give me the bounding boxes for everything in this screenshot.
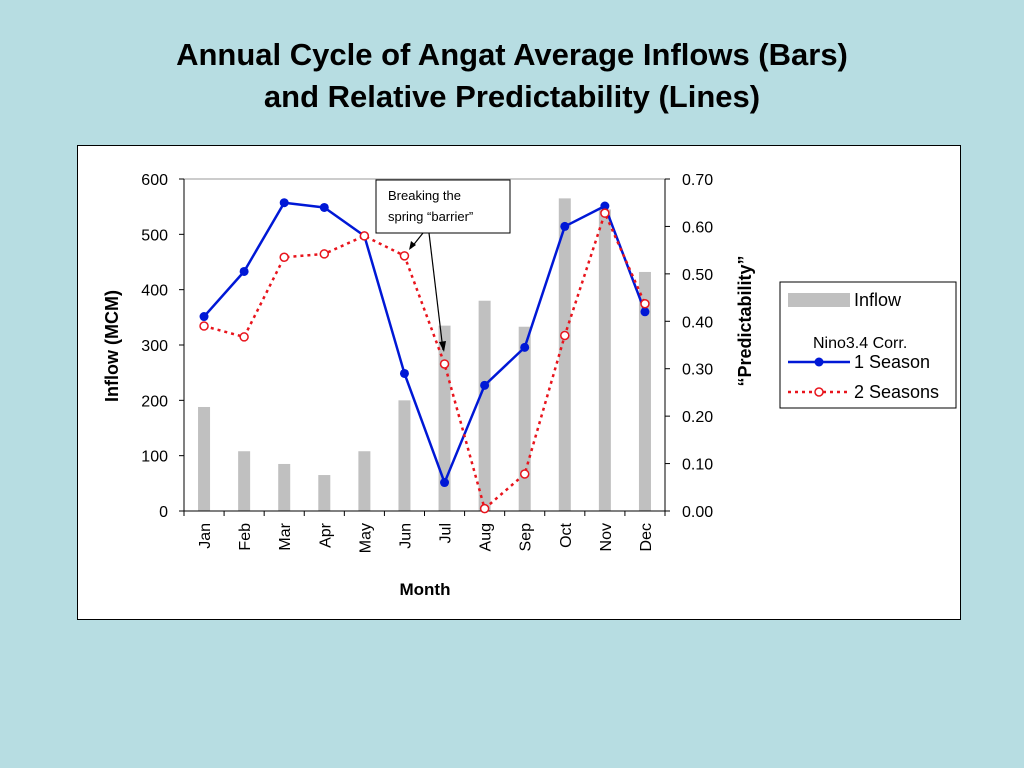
annotation-arrowhead-2 bbox=[439, 341, 446, 352]
point-2-seasons-oct bbox=[560, 330, 570, 341]
point-1-season-jul bbox=[440, 478, 450, 488]
x-axis-title: Month bbox=[400, 580, 451, 599]
chart-frame: 0 100 200 300 400 500 600 0.00 0.10 0.20 0.30 0.40 0… bbox=[77, 145, 961, 620]
legend-swatch-inflow bbox=[788, 293, 850, 307]
point-2-seasons-dec bbox=[640, 298, 650, 309]
y2-tick-label: 0.40 bbox=[682, 314, 713, 331]
bar-oct bbox=[558, 198, 571, 511]
bar-may bbox=[358, 451, 371, 511]
x-tick-label: Jun bbox=[397, 523, 414, 549]
x-tick-label: Jul bbox=[438, 523, 455, 543]
point-2-seasons-feb bbox=[239, 332, 249, 342]
slide-title-line2: and Relative Predictability (Lines) bbox=[263, 79, 761, 114]
point-2-seasons-mar bbox=[279, 252, 289, 263]
point-1-season-aug bbox=[480, 380, 490, 390]
y2-tick-label: 0.00 bbox=[682, 504, 713, 521]
point-2-seasons-jun bbox=[399, 251, 410, 261]
y-tick-label: 200 bbox=[141, 393, 168, 410]
legend-label-inflow: Inflow bbox=[854, 290, 902, 310]
slide-title: Annual Cycle of Angat Average Inflows (B… bbox=[0, 34, 1024, 118]
legend-swatch-2seasons-marker bbox=[814, 387, 824, 397]
legend-label-2seasons: 2 Seasons bbox=[854, 382, 939, 402]
y-tick-label: 400 bbox=[141, 283, 168, 300]
axes-layer: 0 100 200 300 400 500 600 0.00 0.10 0.20 0.30 0.40 0… bbox=[141, 172, 713, 553]
y-tick-label: 600 bbox=[141, 172, 168, 189]
slide-title-line1: Annual Cycle of Angat Average Inflows (B… bbox=[176, 37, 848, 72]
annotation-arrowhead-1 bbox=[409, 241, 416, 250]
y-tick-label: 500 bbox=[141, 227, 168, 244]
y2-tick-label: 0.30 bbox=[682, 362, 713, 379]
legend-group-label: Nino3.4 Corr. bbox=[813, 335, 907, 352]
bar-nov bbox=[598, 209, 611, 511]
y-tick-label: 0 bbox=[159, 504, 168, 521]
y2-tick-label: 0.60 bbox=[682, 219, 713, 236]
point-1-season-dec bbox=[640, 307, 650, 317]
point-1-season-mar bbox=[279, 198, 289, 208]
bar-dec bbox=[638, 271, 651, 511]
series-line-1-season bbox=[203, 201, 647, 484]
x-tick-label: Apr bbox=[317, 522, 334, 548]
point-1-season-apr bbox=[319, 202, 329, 212]
x-tick-label: Sep bbox=[518, 523, 535, 552]
bar-jun bbox=[398, 400, 411, 511]
bars-layer bbox=[198, 198, 651, 511]
point-2-seasons-jul bbox=[439, 359, 450, 369]
bar-jan bbox=[198, 406, 211, 511]
point-1-season-feb bbox=[239, 266, 249, 276]
point-1-season-oct bbox=[560, 221, 570, 231]
point-1-season-sep bbox=[520, 342, 530, 352]
x-tick-label: Aug bbox=[478, 523, 495, 551]
y-tick-label: 300 bbox=[141, 338, 168, 355]
lines-layer bbox=[199, 198, 650, 514]
annotation-line1: Breaking the bbox=[388, 188, 461, 203]
point-2-seasons-nov bbox=[600, 208, 610, 218]
point-1-season-jun bbox=[399, 368, 409, 378]
y2-tick-label: 0.20 bbox=[682, 409, 713, 426]
annotation-line2: spring “barrier” bbox=[388, 209, 473, 224]
annotation-box bbox=[375, 179, 511, 234]
series-line-2-seasons bbox=[203, 211, 647, 510]
x-tick-label: Feb bbox=[237, 523, 254, 551]
x-tick-label: Oct bbox=[558, 522, 575, 547]
point-1-season-nov bbox=[600, 201, 610, 211]
bar-mar bbox=[278, 463, 291, 511]
point-2-seasons-jan bbox=[199, 321, 209, 331]
legend-swatch-1season-marker bbox=[814, 357, 824, 367]
legend: Inflow Nino3.4 Corr. 1 Season 2 Seasons bbox=[779, 281, 957, 409]
x-tick-label: Mar bbox=[277, 522, 294, 550]
y2-tick-label: 0.70 bbox=[682, 172, 713, 189]
x-tick-label: Nov bbox=[598, 523, 615, 551]
bar-feb bbox=[238, 451, 251, 511]
y2-axis-title: “Predictability” bbox=[735, 255, 755, 386]
annotation-callout: Breaking the spring “barrier” bbox=[375, 179, 511, 352]
combo-chart: 0 100 200 300 400 500 600 0.00 0.10 0.20 0.30 0.40 0… bbox=[102, 172, 957, 599]
bar-jul bbox=[438, 325, 451, 511]
y2-tick-label: 0.10 bbox=[682, 457, 713, 474]
bar-aug bbox=[478, 300, 491, 511]
point-2-seasons-may bbox=[359, 231, 370, 241]
point-1-season-jan bbox=[199, 312, 209, 322]
point-2-seasons-aug bbox=[479, 503, 490, 514]
x-tick-label: May bbox=[357, 523, 374, 553]
bar-apr bbox=[318, 475, 331, 511]
annotation-arrow-2 bbox=[428, 232, 444, 351]
legend-label-1season: 1 Season bbox=[854, 352, 930, 372]
point-2-seasons-apr bbox=[319, 249, 330, 259]
bar-sep bbox=[518, 326, 531, 511]
x-tick-label: Jan bbox=[197, 523, 214, 549]
y-tick-label: 100 bbox=[141, 449, 168, 466]
point-2-seasons-sep bbox=[519, 469, 530, 479]
y2-tick-label: 0.50 bbox=[682, 267, 713, 284]
y-axis-title: Inflow (MCM) bbox=[102, 290, 122, 402]
x-tick-label: Dec bbox=[638, 523, 655, 551]
